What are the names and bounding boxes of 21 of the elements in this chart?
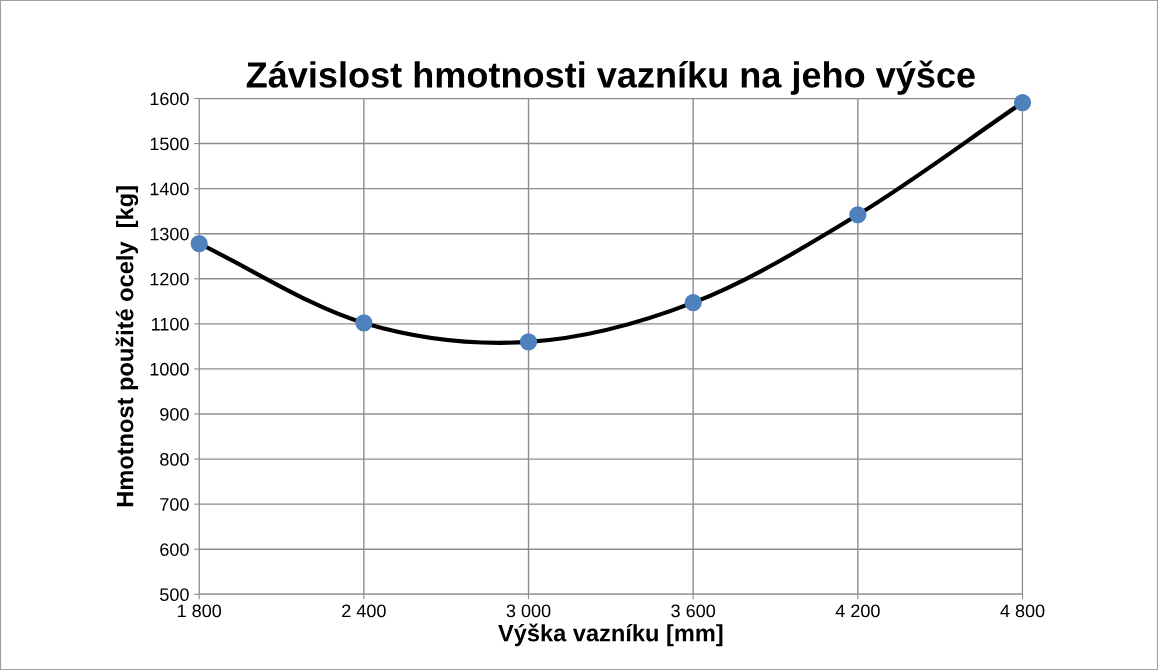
- y-tick-label: 1300: [150, 227, 189, 241]
- y-tick-label: 900: [160, 407, 189, 421]
- y-tick-label: 800: [160, 453, 189, 466]
- y-tick-label: 700: [160, 498, 189, 511]
- y-tick-label: 1400: [150, 182, 189, 196]
- x-tick-label: 2 400: [342, 604, 386, 618]
- y-tick-label: 1600: [150, 92, 189, 106]
- y-tick-label: 500: [160, 588, 189, 602]
- x-tick-label: 3 600: [671, 604, 716, 618]
- x-axis-title: Výška vazníku [mm]: [498, 623, 723, 647]
- chart-title: Závislost hmotnosti vazníku na jeho výšce: [246, 60, 975, 95]
- y-tick-label: 1000: [150, 362, 189, 376]
- x-tick-label: 3 000: [506, 604, 551, 618]
- x-tick-label: 4 200: [835, 604, 880, 618]
- y-tick-label: 600: [160, 543, 189, 556]
- x-tick-label: 1 800: [177, 604, 222, 618]
- y-tick-label: 1500: [150, 137, 189, 151]
- y-tick-label: 1100: [152, 317, 189, 331]
- y-axis-title: Hmotnost použité ocely [kg]: [115, 186, 139, 507]
- y-tick-label: 1200: [150, 272, 189, 286]
- x-tick-label: 4 800: [1000, 604, 1045, 618]
